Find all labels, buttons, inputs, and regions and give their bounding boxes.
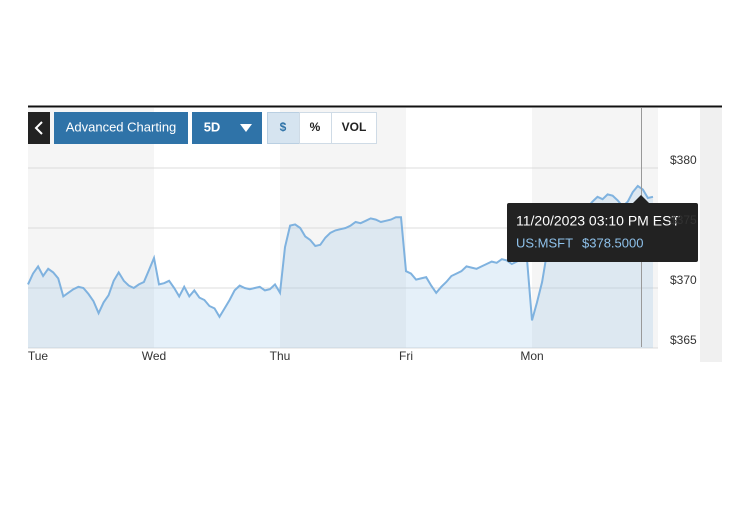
x-tick-label: Tue bbox=[28, 349, 49, 363]
y-tick-label: $380 bbox=[670, 153, 697, 167]
range-label: 5D bbox=[204, 119, 221, 134]
side-panel bbox=[700, 108, 722, 362]
button-label: Advanced Charting bbox=[66, 119, 177, 134]
x-tick-label: Thu bbox=[270, 349, 291, 363]
dropdown-arrow bbox=[240, 124, 252, 132]
tooltip-symbol: US:MSFT bbox=[516, 235, 573, 250]
x-tick-label: Fri bbox=[399, 349, 413, 363]
mode-label: % bbox=[310, 120, 321, 134]
tooltip-datetime: 11/20/2023 03:10 PM EST bbox=[516, 213, 680, 229]
x-tick-label: Mon bbox=[520, 349, 543, 363]
tooltip-price: $378.5000 bbox=[582, 235, 643, 250]
price-area bbox=[28, 186, 653, 348]
x-tick-label: Wed bbox=[142, 349, 166, 363]
advanced-charting-button[interactable] bbox=[54, 112, 188, 144]
y-tick-label: $370 bbox=[670, 273, 697, 287]
tooltip-box bbox=[507, 203, 698, 262]
back-button[interactable] bbox=[28, 112, 50, 144]
tooltip-pointer bbox=[633, 195, 649, 203]
mode-button[interactable] bbox=[267, 112, 300, 144]
range-dropdown[interactable] bbox=[192, 112, 262, 144]
y-tick-label: $375 bbox=[670, 213, 697, 227]
mode-button[interactable] bbox=[331, 112, 377, 144]
y-tick-label: $365 bbox=[670, 333, 697, 347]
back-icon bbox=[34, 121, 43, 135]
tooltip: 11/20/2023 03:10 PM EST US:MSFT $378.500… bbox=[507, 195, 698, 262]
mode-label: VOL bbox=[342, 120, 367, 134]
mode-button[interactable] bbox=[299, 112, 332, 144]
mode-label: $ bbox=[280, 120, 287, 134]
